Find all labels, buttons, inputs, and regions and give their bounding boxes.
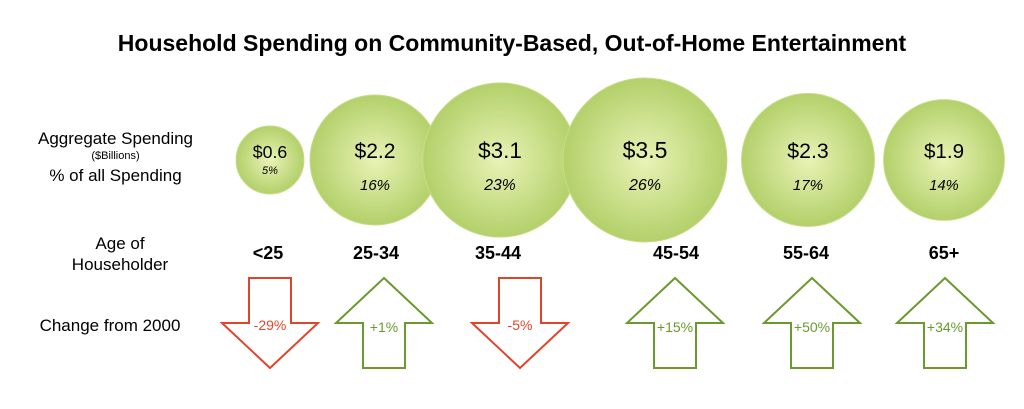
spending-row-label: Aggregate Spending ($Billions) % of all … bbox=[8, 128, 223, 186]
change-value-label-3: +15% bbox=[657, 319, 693, 335]
age-label-1: 25-34 bbox=[352, 243, 400, 263]
change-value-label-0: -29% bbox=[254, 317, 287, 333]
change-value-label-5: +34% bbox=[927, 319, 963, 335]
spending-label: Aggregate Spending bbox=[37, 129, 194, 148]
up-arrow-1 bbox=[333, 276, 435, 369]
spending-bubble-0 bbox=[235, 125, 305, 195]
change-value-label-1: +1% bbox=[370, 319, 398, 335]
up-arrow-4 bbox=[761, 276, 863, 369]
share-value-label-5: 14% bbox=[929, 178, 958, 194]
change-value-label-2: -5% bbox=[508, 317, 533, 333]
age-label-3: 45-54 bbox=[652, 243, 700, 263]
spending-value-label-3: $3.5 bbox=[623, 137, 668, 163]
spending-bubble-3 bbox=[562, 77, 728, 243]
age-label-5: 65+ bbox=[928, 243, 960, 263]
spending-bubble-4 bbox=[741, 93, 875, 227]
age-row-label: Age of Householder bbox=[71, 234, 169, 274]
age-label-4: 55-64 bbox=[782, 243, 830, 263]
spending-value-label-1: $2.2 bbox=[354, 140, 395, 163]
share-value-label-4: 17% bbox=[793, 177, 823, 194]
spending-value-label-4: $2.3 bbox=[787, 139, 828, 163]
down-arrow-0 bbox=[219, 277, 321, 370]
spending-bubble-5 bbox=[883, 99, 1005, 221]
up-arrow-5 bbox=[894, 276, 996, 369]
change-value-label-4: +50% bbox=[794, 319, 830, 335]
up-arrow-3 bbox=[624, 276, 726, 369]
change-row-label: Change from 2000 bbox=[39, 316, 181, 335]
share-value-label-0: 5% bbox=[262, 165, 278, 177]
age-label-0: <25 bbox=[252, 243, 284, 263]
spending-unit-label: ($Billions) bbox=[91, 150, 140, 162]
age-label-2: 35-44 bbox=[474, 243, 522, 263]
share-value-label-3: 26% bbox=[628, 177, 661, 194]
down-arrow-2 bbox=[469, 277, 571, 370]
spending-value-label-0: $0.6 bbox=[253, 142, 288, 162]
spending-value-label-2: $3.1 bbox=[478, 138, 522, 163]
share-value-label-1: 16% bbox=[360, 177, 390, 194]
spending-value-label-5: $1.9 bbox=[924, 140, 964, 163]
share-label: % of all Spending bbox=[49, 166, 182, 185]
chart-title: Household Spending on Community-Based, O… bbox=[117, 30, 907, 56]
share-value-label-2: 23% bbox=[483, 177, 515, 194]
